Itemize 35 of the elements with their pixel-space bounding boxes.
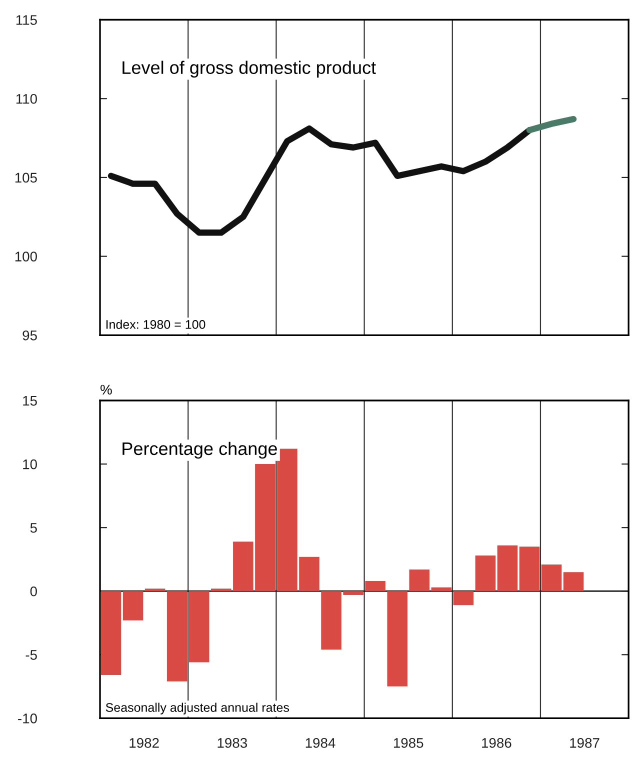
- y-tick-label: 105: [15, 172, 37, 183]
- bar: [519, 546, 540, 592]
- y-tick-label: 15: [23, 396, 37, 406]
- y-axis-title: %: [100, 384, 112, 395]
- bar: [453, 591, 474, 606]
- y-tick-label: 0: [30, 586, 37, 596]
- bar: [563, 572, 584, 592]
- x-tick-label: 1983: [218, 738, 247, 748]
- y-tick-label: 110: [16, 94, 37, 104]
- y-tick-label: 10: [23, 459, 37, 470]
- annotation: Index: 1980 = 100: [106, 320, 206, 329]
- annotation: Percentage change: [122, 442, 277, 459]
- y-tick-label: 100: [15, 252, 37, 262]
- bar: [188, 591, 210, 662]
- annotation: Level of gross domestic product: [122, 60, 376, 78]
- bar: [475, 556, 496, 592]
- y-tick-label: 5: [30, 523, 37, 533]
- y-tick-label: -5: [26, 650, 37, 660]
- x-tick-label: 1986: [482, 738, 512, 748]
- x-tick-label: 1987: [570, 738, 600, 748]
- annotation: Seasonally adjusted annual rates: [106, 702, 290, 714]
- y-tick-label: 95: [22, 330, 37, 340]
- bar: [541, 564, 562, 592]
- bar: [122, 591, 144, 620]
- y-tick-label: 115: [16, 15, 37, 25]
- bar: [387, 591, 408, 686]
- bar: [365, 580, 386, 592]
- x-tick-label: 1984: [306, 738, 336, 748]
- x-tick-label: 1985: [394, 738, 424, 748]
- y-tick-label: -10: [18, 714, 37, 724]
- bar: [166, 591, 188, 682]
- x-tick-label: 1982: [130, 738, 159, 748]
- bar: [100, 591, 122, 675]
- bar: [144, 588, 166, 592]
- bar: [497, 545, 518, 592]
